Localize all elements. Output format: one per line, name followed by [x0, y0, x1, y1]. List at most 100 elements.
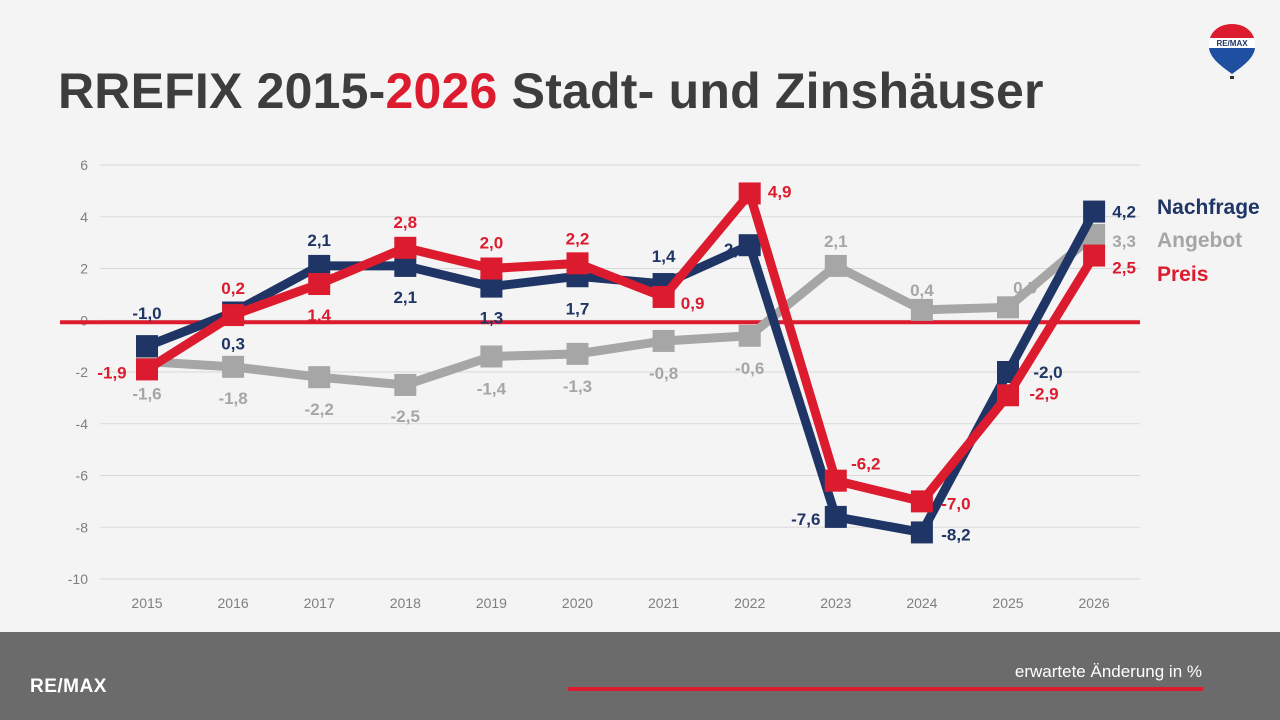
x-tick-label: 2022 — [734, 595, 765, 611]
data-label-angebot: 3,3 — [1112, 232, 1136, 251]
marker-angebot — [824, 254, 847, 277]
legend-preis: Preis — [1157, 263, 1208, 286]
marker-preis — [308, 273, 331, 296]
marker-preis — [222, 304, 245, 327]
data-label-nachfrage: 4,2 — [1112, 203, 1136, 222]
marker-angebot — [652, 329, 675, 352]
data-label-preis: 1,4 — [307, 306, 331, 325]
x-tick-label: 2015 — [131, 595, 162, 611]
data-label-angebot: -1,8 — [218, 389, 247, 408]
line-chart: 6420-2-4-6-8-102015201620172018201920202… — [60, 157, 1260, 611]
data-label-angebot: -2,5 — [391, 407, 420, 426]
marker-preis — [997, 384, 1019, 407]
marker-preis — [1083, 244, 1106, 267]
y-tick-label: -6 — [76, 468, 89, 484]
data-label-angebot: -1,6 — [132, 385, 161, 404]
data-label-preis: -2,9 — [1029, 384, 1058, 403]
data-label-preis: 0,9 — [681, 294, 705, 313]
x-tick-label: 2021 — [648, 595, 679, 611]
x-tick-label: 2017 — [304, 595, 335, 611]
page-title: RREFIX 2015-2026 Stadt- und Zinshäuser — [58, 62, 1044, 120]
title-text-rest: Stadt- und Zinshäuser — [497, 63, 1044, 119]
data-label-angebot: -0,6 — [735, 359, 764, 378]
data-label-nachfrage: 1,3 — [480, 309, 504, 328]
marker-preis — [136, 358, 158, 381]
marker-angebot — [308, 366, 331, 389]
marker-preis — [566, 252, 589, 275]
x-tick-label: 2020 — [562, 595, 593, 611]
marker-angebot — [394, 373, 417, 396]
data-label-preis: -7,0 — [941, 494, 970, 513]
svg-text:RE/MAX: RE/MAX — [1216, 39, 1248, 48]
marker-preis — [910, 490, 933, 513]
data-label-angebot: 0,4 — [910, 281, 934, 300]
data-label-nachfrage: 2,1 — [393, 288, 417, 307]
y-tick-label: 2 — [80, 261, 88, 277]
x-tick-label: 2026 — [1079, 595, 1110, 611]
marker-angebot — [222, 355, 245, 378]
marker-nachfrage — [480, 275, 503, 298]
data-label-preis: 2,2 — [566, 229, 590, 248]
y-tick-label: 4 — [80, 209, 88, 225]
marker-nachfrage — [824, 505, 847, 528]
x-tick-label: 2018 — [390, 595, 421, 611]
data-label-nachfrage: -7,6 — [791, 510, 820, 529]
marker-preis — [480, 257, 503, 280]
data-label-preis: 4,9 — [768, 182, 792, 201]
marker-nachfrage — [997, 361, 1019, 383]
marker-preis — [824, 469, 847, 492]
data-label-nachfrage: 2,9 — [724, 240, 748, 259]
data-label-preis: -1,9 — [97, 363, 126, 382]
marker-angebot — [997, 296, 1019, 319]
x-tick-label: 2025 — [992, 595, 1023, 611]
data-label-nachfrage: -2,0 — [1033, 363, 1062, 382]
y-tick-label: -2 — [76, 364, 89, 380]
data-label-nachfrage: 1,7 — [566, 299, 590, 318]
series-line-angebot — [146, 231, 1097, 390]
data-label-preis: 2,8 — [393, 213, 417, 232]
data-label-preis: -6,2 — [851, 455, 880, 474]
marker-nachfrage — [308, 254, 331, 277]
marker-nachfrage — [738, 234, 761, 257]
data-label-angebot: 2,1 — [824, 232, 848, 251]
data-label-nachfrage: -1,0 — [132, 304, 161, 323]
legend-angebot: Angebot — [1157, 229, 1242, 252]
data-label-angebot: -2,2 — [305, 400, 334, 419]
footer-note-underline — [568, 687, 1203, 691]
x-tick-label: 2016 — [218, 595, 249, 611]
y-tick-label: -4 — [76, 416, 89, 432]
marker-nachfrage — [910, 521, 933, 544]
y-tick-label: -10 — [68, 571, 88, 587]
marker-nachfrage — [394, 254, 417, 277]
marker-angebot — [480, 345, 503, 368]
marker-nachfrage — [1083, 200, 1106, 223]
marker-preis — [738, 182, 761, 205]
data-label-preis: 2,5 — [1112, 259, 1136, 278]
footer-brand-logo: RE/MAX — [30, 676, 107, 697]
data-label-angebot: -1,4 — [477, 379, 507, 398]
data-label-angebot: -0,8 — [649, 364, 678, 383]
marker-preis — [652, 285, 675, 308]
marker-angebot — [566, 342, 589, 365]
data-label-preis: 2,0 — [480, 234, 504, 253]
title-highlight-year: 2026 — [385, 63, 498, 119]
marker-nachfrage — [136, 335, 158, 358]
footer-note: erwartete Änderung in % — [1014, 662, 1202, 681]
x-tick-label: 2023 — [820, 595, 851, 611]
title-text: RREFIX 2015- — [58, 63, 386, 119]
legend-nachfrage: Nachfrage — [1157, 196, 1260, 219]
x-tick-label: 2019 — [476, 595, 507, 611]
x-tick-label: 2024 — [906, 595, 937, 611]
data-label-nachfrage: 0,3 — [221, 334, 245, 353]
y-tick-label: -8 — [76, 519, 89, 535]
data-label-angebot: -1,3 — [563, 377, 592, 396]
y-tick-label: 6 — [80, 157, 88, 173]
data-label-nachfrage: -8,2 — [941, 525, 970, 544]
marker-angebot — [738, 324, 761, 347]
data-label-preis: 0,2 — [221, 279, 245, 298]
data-label-nachfrage: 2,1 — [307, 231, 331, 250]
series-line-preis — [144, 188, 1098, 506]
marker-preis — [394, 236, 417, 259]
data-label-angebot: 0,5 — [1013, 278, 1037, 297]
data-label-nachfrage: 1,4 — [652, 247, 676, 266]
